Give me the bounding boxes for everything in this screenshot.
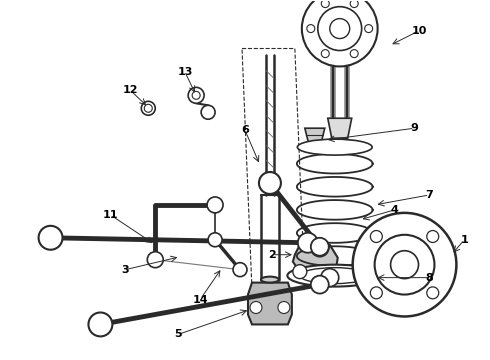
Circle shape <box>250 302 262 314</box>
Text: 14: 14 <box>192 294 208 305</box>
Circle shape <box>188 87 204 103</box>
Text: 9: 9 <box>411 123 418 133</box>
Text: 8: 8 <box>426 273 433 283</box>
Circle shape <box>350 0 358 8</box>
Polygon shape <box>328 118 352 138</box>
Circle shape <box>353 213 456 316</box>
Circle shape <box>321 0 329 8</box>
Text: 5: 5 <box>174 329 182 339</box>
Circle shape <box>311 276 329 293</box>
Ellipse shape <box>300 268 369 284</box>
Polygon shape <box>293 238 338 288</box>
Circle shape <box>365 24 372 32</box>
Polygon shape <box>305 128 325 150</box>
Circle shape <box>39 226 63 250</box>
Text: 2: 2 <box>268 250 276 260</box>
Circle shape <box>375 235 435 294</box>
Circle shape <box>427 287 439 299</box>
Circle shape <box>370 287 382 299</box>
Circle shape <box>89 312 112 336</box>
Circle shape <box>208 233 222 247</box>
Circle shape <box>307 24 315 32</box>
Circle shape <box>192 91 200 99</box>
Circle shape <box>298 233 318 253</box>
Circle shape <box>302 0 378 67</box>
Ellipse shape <box>297 139 372 155</box>
Circle shape <box>311 239 329 257</box>
Text: 12: 12 <box>122 85 138 95</box>
Circle shape <box>293 265 307 279</box>
Text: 13: 13 <box>177 67 193 77</box>
Text: 4: 4 <box>391 205 398 215</box>
Circle shape <box>391 251 418 279</box>
Circle shape <box>147 252 163 268</box>
Ellipse shape <box>261 276 279 283</box>
Text: 10: 10 <box>412 26 427 36</box>
Circle shape <box>350 50 358 58</box>
Circle shape <box>201 105 215 119</box>
Circle shape <box>278 302 290 314</box>
Circle shape <box>144 104 152 112</box>
Circle shape <box>207 197 223 213</box>
Text: 11: 11 <box>102 210 118 220</box>
Polygon shape <box>248 283 292 324</box>
Circle shape <box>318 7 362 50</box>
Ellipse shape <box>287 265 382 287</box>
Circle shape <box>301 235 315 249</box>
Circle shape <box>233 263 247 276</box>
Circle shape <box>321 50 329 58</box>
Circle shape <box>259 172 281 194</box>
Circle shape <box>370 230 382 243</box>
Circle shape <box>427 230 439 243</box>
Text: 6: 6 <box>241 125 249 135</box>
Circle shape <box>141 101 155 115</box>
Circle shape <box>321 269 339 287</box>
Text: 3: 3 <box>122 265 129 275</box>
Text: 7: 7 <box>426 190 433 200</box>
Circle shape <box>311 238 329 256</box>
Circle shape <box>330 19 350 39</box>
Text: 1: 1 <box>461 235 468 245</box>
